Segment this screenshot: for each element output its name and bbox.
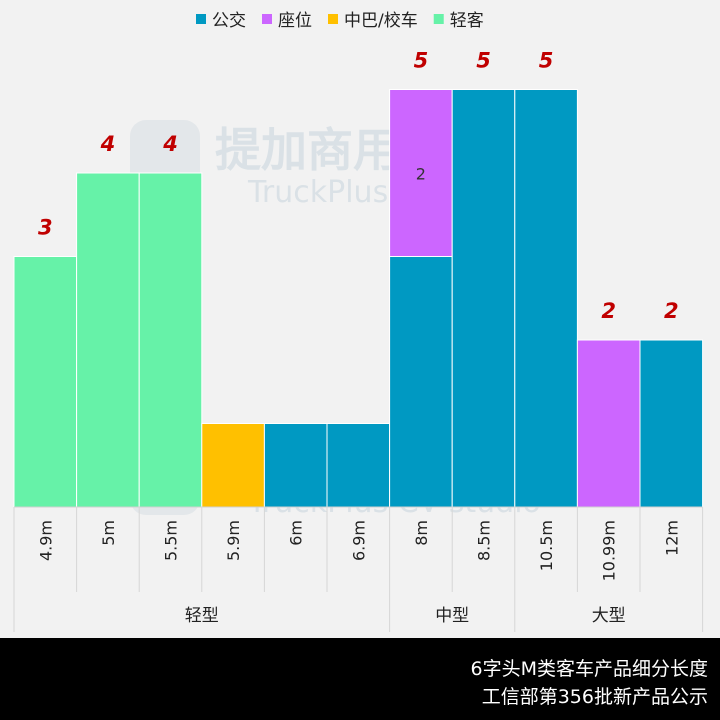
bar-5m-3: [76, 172, 140, 508]
legend: 公交 座位 中巴/校车 轻客: [196, 11, 484, 31]
legend-swatch-1: [262, 14, 272, 24]
x-tick-label: 6m: [287, 520, 306, 546]
legend-swatch-3: [433, 14, 444, 24]
x-group-label: 轻型: [185, 606, 219, 626]
x-tick-label: 5.5m: [162, 520, 181, 561]
bar-6m-0: [263, 423, 328, 508]
segment-value-label: 2: [416, 165, 426, 184]
bar-8m-1: [389, 89, 453, 257]
data-labels: 3 4 4 5 5 5 2 2 2: [38, 49, 679, 324]
footer-line-1: 6字头M类客车产品细分长度: [470, 658, 708, 680]
x-tick-label: 10.99m: [600, 520, 619, 581]
total-label: 5: [414, 49, 429, 73]
legend-label-1: 座位: [278, 11, 312, 31]
x-tick-label: 5m: [99, 520, 118, 546]
total-label: 5: [476, 49, 491, 73]
x-tick-label: 4.9m: [36, 520, 55, 561]
legend-label-2: 中巴/校车: [344, 11, 418, 31]
total-label: 2: [601, 299, 616, 323]
legend-swatch-0: [196, 14, 206, 24]
x-group-label: 大型: [592, 606, 626, 626]
bar-4.9m-3: [13, 256, 78, 508]
footer-caption: 6字头M类客车产品细分长度 工信部第356批新产品公示: [0, 638, 720, 720]
legend-label-0: 公交: [212, 11, 246, 31]
x-tick-label: 12m: [662, 520, 681, 556]
x-tick-label: 8.5m: [475, 520, 494, 561]
total-label: 3: [38, 216, 53, 240]
total-label: 4: [162, 132, 178, 156]
x-group-label: 中型: [435, 606, 469, 626]
total-label: 2: [664, 299, 679, 323]
x-tick-label: 6.9m: [349, 520, 368, 561]
bar-8m-0: [389, 256, 453, 508]
legend-swatch-2: [328, 14, 338, 24]
x-axis: 4.9m 5m 5.5m 5.9m 6m 6.9m 8m 8.5m 10.5m 10.99m 12m…: [13, 506, 704, 632]
bar-10.99m-1: [576, 339, 641, 508]
total-label: 5: [539, 49, 554, 73]
bar-10.5m-0: [514, 89, 578, 508]
total-label: 4: [100, 132, 116, 156]
bar-12m-0: [639, 339, 704, 508]
bar-8.5m-0: [451, 89, 516, 508]
bars: [13, 89, 704, 508]
x-tick-label: 5.9m: [224, 520, 243, 561]
x-tick-label: 10.5m: [537, 520, 556, 571]
footer-line-2: 工信部第356批新产品公示: [481, 686, 708, 708]
bar-5.9m-2: [201, 423, 265, 508]
bar-6.9m-0: [326, 423, 391, 508]
x-tick-label: 8m: [412, 520, 431, 546]
legend-label-3: 轻客: [450, 11, 484, 31]
bar-5.5m-3: [138, 172, 203, 508]
